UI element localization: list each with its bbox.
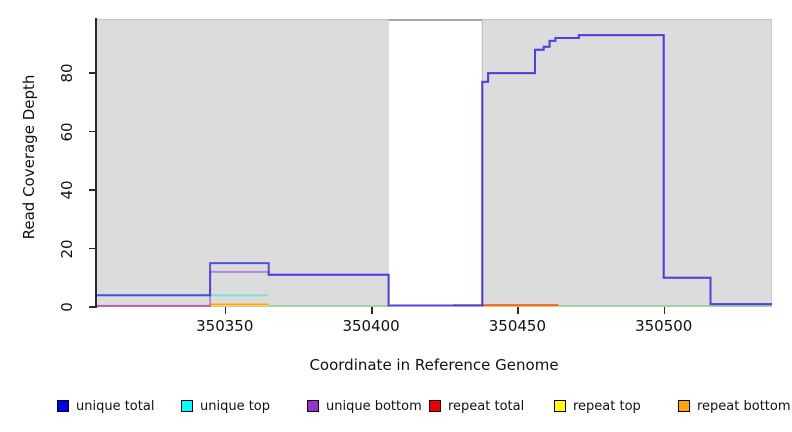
legend-item-repeat-total: repeat total — [429, 395, 524, 417]
y-axis-tick-label: 40 — [58, 180, 76, 200]
x-axis-tick-label: 350400 — [342, 317, 400, 335]
y-axis-tick-label: 0 — [58, 302, 76, 312]
legend-item-unique-bottom: unique bottom — [307, 395, 422, 417]
legend-swatch-icon — [181, 400, 193, 412]
legend-swatch-icon — [57, 400, 69, 412]
x-axis-tick — [224, 307, 227, 314]
legend-item-repeat-bottom: repeat bottom — [678, 395, 791, 417]
y-axis-tick-label: 80 — [58, 63, 76, 83]
x-axis-tick — [663, 307, 666, 314]
chart-canvas — [96, 19, 772, 307]
legend-label: repeat bottom — [697, 398, 791, 414]
y-axis-tick-label: 60 — [58, 122, 76, 142]
uncovered-gap — [388, 19, 483, 307]
legend-label: repeat total — [448, 398, 525, 414]
y-axis-tick — [89, 189, 96, 191]
legend-swatch-icon — [307, 400, 319, 412]
legend-label: repeat top — [573, 398, 641, 414]
y-axis-line — [95, 18, 97, 308]
x-axis-tick — [517, 307, 519, 314]
legend-swatch-icon — [678, 400, 690, 412]
covered-region-left — [96, 19, 390, 307]
legend-swatch-icon — [429, 400, 441, 412]
legend-swatch-icon — [554, 400, 566, 412]
legend-item-repeat-top: repeat top — [554, 395, 641, 417]
series-line-unique-total — [96, 34, 772, 307]
y-axis-tick — [89, 247, 96, 250]
y-axis-title: Read Coverage Depth — [20, 74, 38, 240]
legend-label: unique total — [76, 398, 155, 414]
plot-area — [96, 19, 772, 307]
covered-region-right — [481, 19, 772, 307]
x-axis-tick-label: 350350 — [196, 317, 254, 335]
x-axis-tick-label: 350500 — [635, 317, 693, 335]
x-axis-tick — [371, 307, 373, 314]
x-axis-title: Coordinate in Reference Genome — [309, 356, 559, 374]
y-axis-tick — [89, 306, 96, 308]
legend-label: unique top — [200, 398, 271, 414]
legend-item-unique-total: unique total — [57, 395, 154, 417]
legend-label: unique bottom — [326, 398, 422, 414]
x-axis-tick-label: 350450 — [488, 317, 547, 335]
y-axis-tick — [89, 130, 96, 133]
y-axis-tick — [89, 72, 96, 74]
y-axis-tick-label: 20 — [58, 238, 76, 259]
legend-item-unique-top: unique top — [181, 395, 270, 417]
legend: unique total unique top unique bottom repea… — [0, 395, 792, 419]
